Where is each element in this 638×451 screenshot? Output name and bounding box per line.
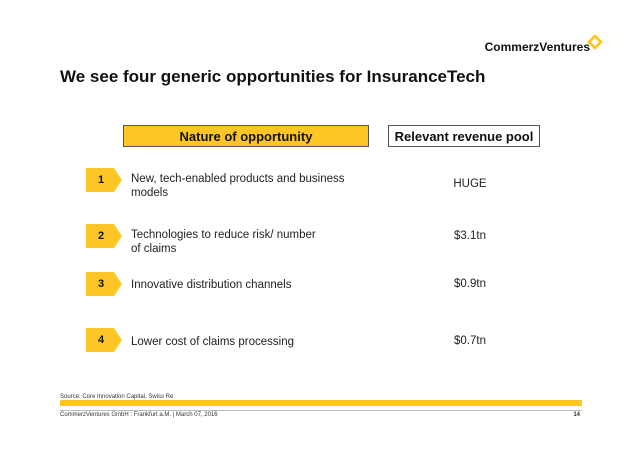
opportunity-text-1: New, tech-enabled products and business … <box>131 172 345 200</box>
opportunity-text-4: Lower cost of claims processing <box>131 335 294 349</box>
row-number: 3 <box>97 278 105 290</box>
opportunity-text-line: Technologies to reduce risk/ number <box>131 229 316 241</box>
brand-name: CommerzVentures <box>484 40 590 54</box>
arrow-badge-icon <box>86 272 122 296</box>
opportunity-text-line: Lower cost of claims processing <box>131 336 294 348</box>
slide-title: We see four generic opportunities for In… <box>60 67 486 86</box>
row-number-badge-1: 1 <box>86 168 122 192</box>
source-note: Source: Core Innovation Capital, Swiss R… <box>60 394 174 400</box>
opportunity-text-2: Technologies to reduce risk/ number of c… <box>131 228 316 256</box>
revenue-value-2: $3.1tn <box>454 230 486 242</box>
footer-divider <box>60 410 582 411</box>
opportunity-text-3: Innovative distribution channels <box>131 278 291 292</box>
commerzbank-logo-icon <box>587 34 603 50</box>
footer-company-line: CommerzVentures GmbH : Frankfurt a.M. | … <box>60 412 218 418</box>
opportunity-text-line: models <box>131 187 169 199</box>
arrow-badge-icon <box>86 224 122 248</box>
revenue-value-1: HUGE <box>453 178 487 190</box>
row-number: 2 <box>97 230 105 242</box>
nature-of-opportunity-header: Nature of opportunity <box>123 125 369 147</box>
revenue-value-3: $0.9tn <box>454 278 486 290</box>
row-number-badge-4: 4 <box>86 328 122 352</box>
row-number-badge-2: 2 <box>86 224 122 248</box>
arrow-badge-icon <box>86 168 122 192</box>
revenue-value-4: $0.7tn <box>454 335 486 347</box>
opportunity-text-line: New, tech-enabled products and business <box>131 173 345 185</box>
page-number: 14 <box>573 412 580 418</box>
row-number: 1 <box>97 174 105 186</box>
arrow-badge-icon <box>86 328 122 352</box>
footer-accent-bar <box>60 400 582 406</box>
revenue-pool-header: Relevant revenue pool <box>388 125 540 147</box>
opportunity-text-line: Innovative distribution channels <box>131 279 292 291</box>
opportunity-text-line: of claims <box>131 243 177 255</box>
row-number: 4 <box>97 334 105 346</box>
row-number-badge-3: 3 <box>86 272 122 296</box>
